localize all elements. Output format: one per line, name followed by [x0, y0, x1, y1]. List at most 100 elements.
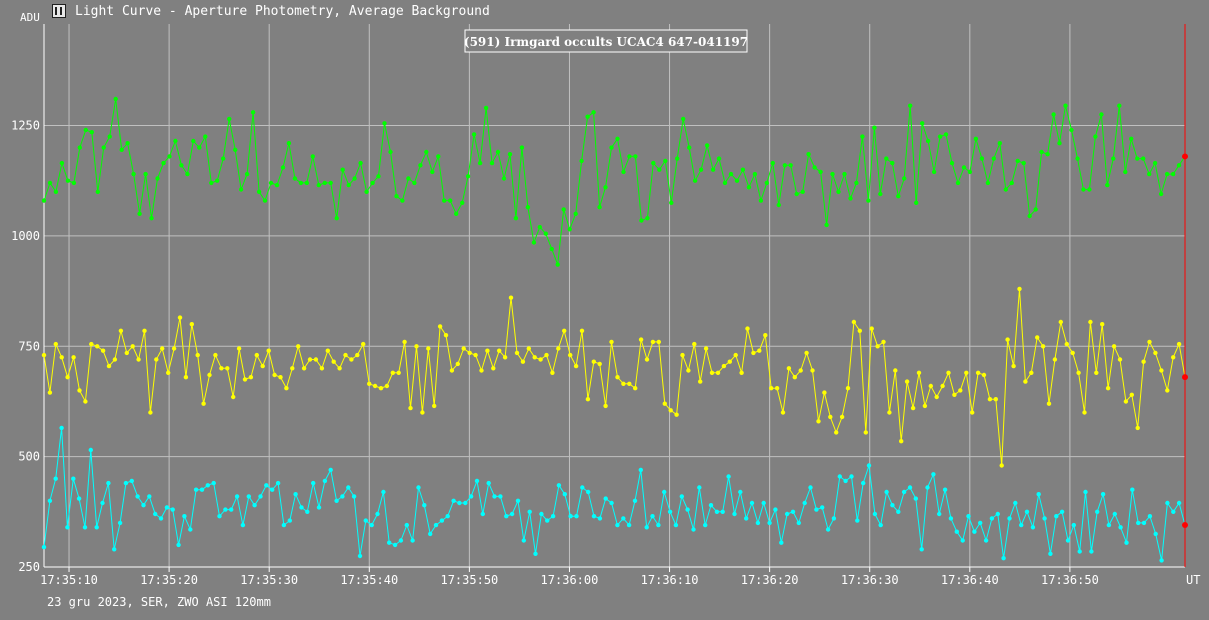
data-point [410, 538, 415, 543]
data-point [346, 485, 351, 490]
data-point [430, 169, 435, 175]
data-point [293, 492, 298, 497]
data-point [460, 200, 465, 205]
data-point [278, 375, 283, 380]
data-point [627, 154, 632, 159]
data-point [638, 337, 644, 342]
data-point [663, 158, 668, 164]
data-point [418, 163, 423, 168]
y-tick-label: 250 [18, 560, 40, 574]
data-point [1013, 500, 1018, 506]
x-tick-label: 17:35:10 [40, 573, 98, 587]
x-tick-labels: 17:35:10 17:35:20 17:35:30 17:35:40 17:35:50… [40, 573, 1099, 587]
data-point [603, 403, 608, 409]
data-point [752, 171, 758, 177]
data-point [153, 511, 158, 517]
data-point [782, 163, 787, 168]
data-point [95, 189, 101, 194]
data-point [436, 154, 441, 159]
data-point [53, 476, 58, 481]
data-point [839, 414, 845, 420]
data-point [1165, 500, 1170, 506]
data-point [555, 262, 560, 267]
data-point [550, 370, 555, 375]
data-point [773, 507, 778, 512]
data-point [188, 527, 193, 532]
data-point [854, 180, 859, 186]
plot-axes [43, 24, 1185, 572]
app-icon[interactable] [52, 4, 66, 18]
data-point [597, 361, 602, 367]
data-point [621, 516, 626, 521]
data-point [784, 511, 790, 517]
data-point [1123, 169, 1128, 175]
data-point [1051, 112, 1056, 117]
data-point [861, 480, 866, 486]
data-point [233, 147, 238, 152]
data-point [946, 370, 951, 375]
data-point [792, 375, 797, 380]
data-point [215, 178, 220, 183]
data-point [485, 348, 490, 353]
data-point [412, 180, 417, 186]
data-point [205, 483, 210, 488]
data-point [408, 405, 413, 411]
data-point [310, 154, 315, 159]
data-point [925, 485, 930, 490]
data-point [124, 350, 129, 356]
data-point [286, 141, 292, 146]
data-point [991, 156, 996, 161]
data-point [149, 216, 154, 221]
data-point [904, 379, 910, 384]
data-point [189, 322, 194, 327]
data-point [1048, 551, 1053, 556]
data-point [382, 121, 387, 126]
data-point [804, 350, 809, 356]
data-point [995, 511, 1000, 517]
data-point [457, 500, 462, 506]
x-tick-label: 17:36:30 [841, 573, 899, 587]
data-point [47, 498, 53, 503]
data-point [526, 346, 531, 351]
data-point [390, 370, 395, 375]
data-point [1158, 191, 1164, 197]
data-point [101, 145, 106, 150]
data-point [825, 527, 831, 532]
data-point [573, 363, 579, 369]
data-point [402, 339, 407, 345]
data-point [236, 346, 242, 351]
data-point [931, 472, 936, 477]
data-point [1123, 399, 1129, 404]
data-point [416, 485, 421, 490]
data-point [292, 176, 298, 181]
time-cursor[interactable] [1182, 24, 1188, 567]
data-point [989, 516, 995, 521]
data-point [1083, 489, 1088, 495]
data-point [227, 116, 232, 122]
data-point [872, 125, 877, 130]
data-point [298, 180, 304, 186]
data-point [1129, 136, 1134, 141]
data-point [733, 352, 738, 358]
data-point [544, 352, 549, 358]
data-point [740, 167, 746, 172]
data-point [1003, 187, 1008, 192]
data-point [650, 339, 656, 345]
data-point [872, 511, 878, 517]
data-point [445, 514, 450, 519]
data-point [919, 547, 924, 552]
data-point [94, 525, 99, 530]
data-point [262, 198, 268, 203]
data-point [1052, 357, 1058, 362]
data-point [331, 359, 336, 364]
data-point [667, 509, 673, 514]
data-point [810, 368, 815, 373]
series-line [43, 98, 1186, 265]
data-point [586, 489, 591, 495]
data-point [495, 149, 501, 155]
data-point [376, 174, 381, 179]
data-point [626, 522, 632, 528]
data-point [305, 509, 310, 514]
data-point [568, 514, 573, 519]
data-point [201, 401, 206, 406]
